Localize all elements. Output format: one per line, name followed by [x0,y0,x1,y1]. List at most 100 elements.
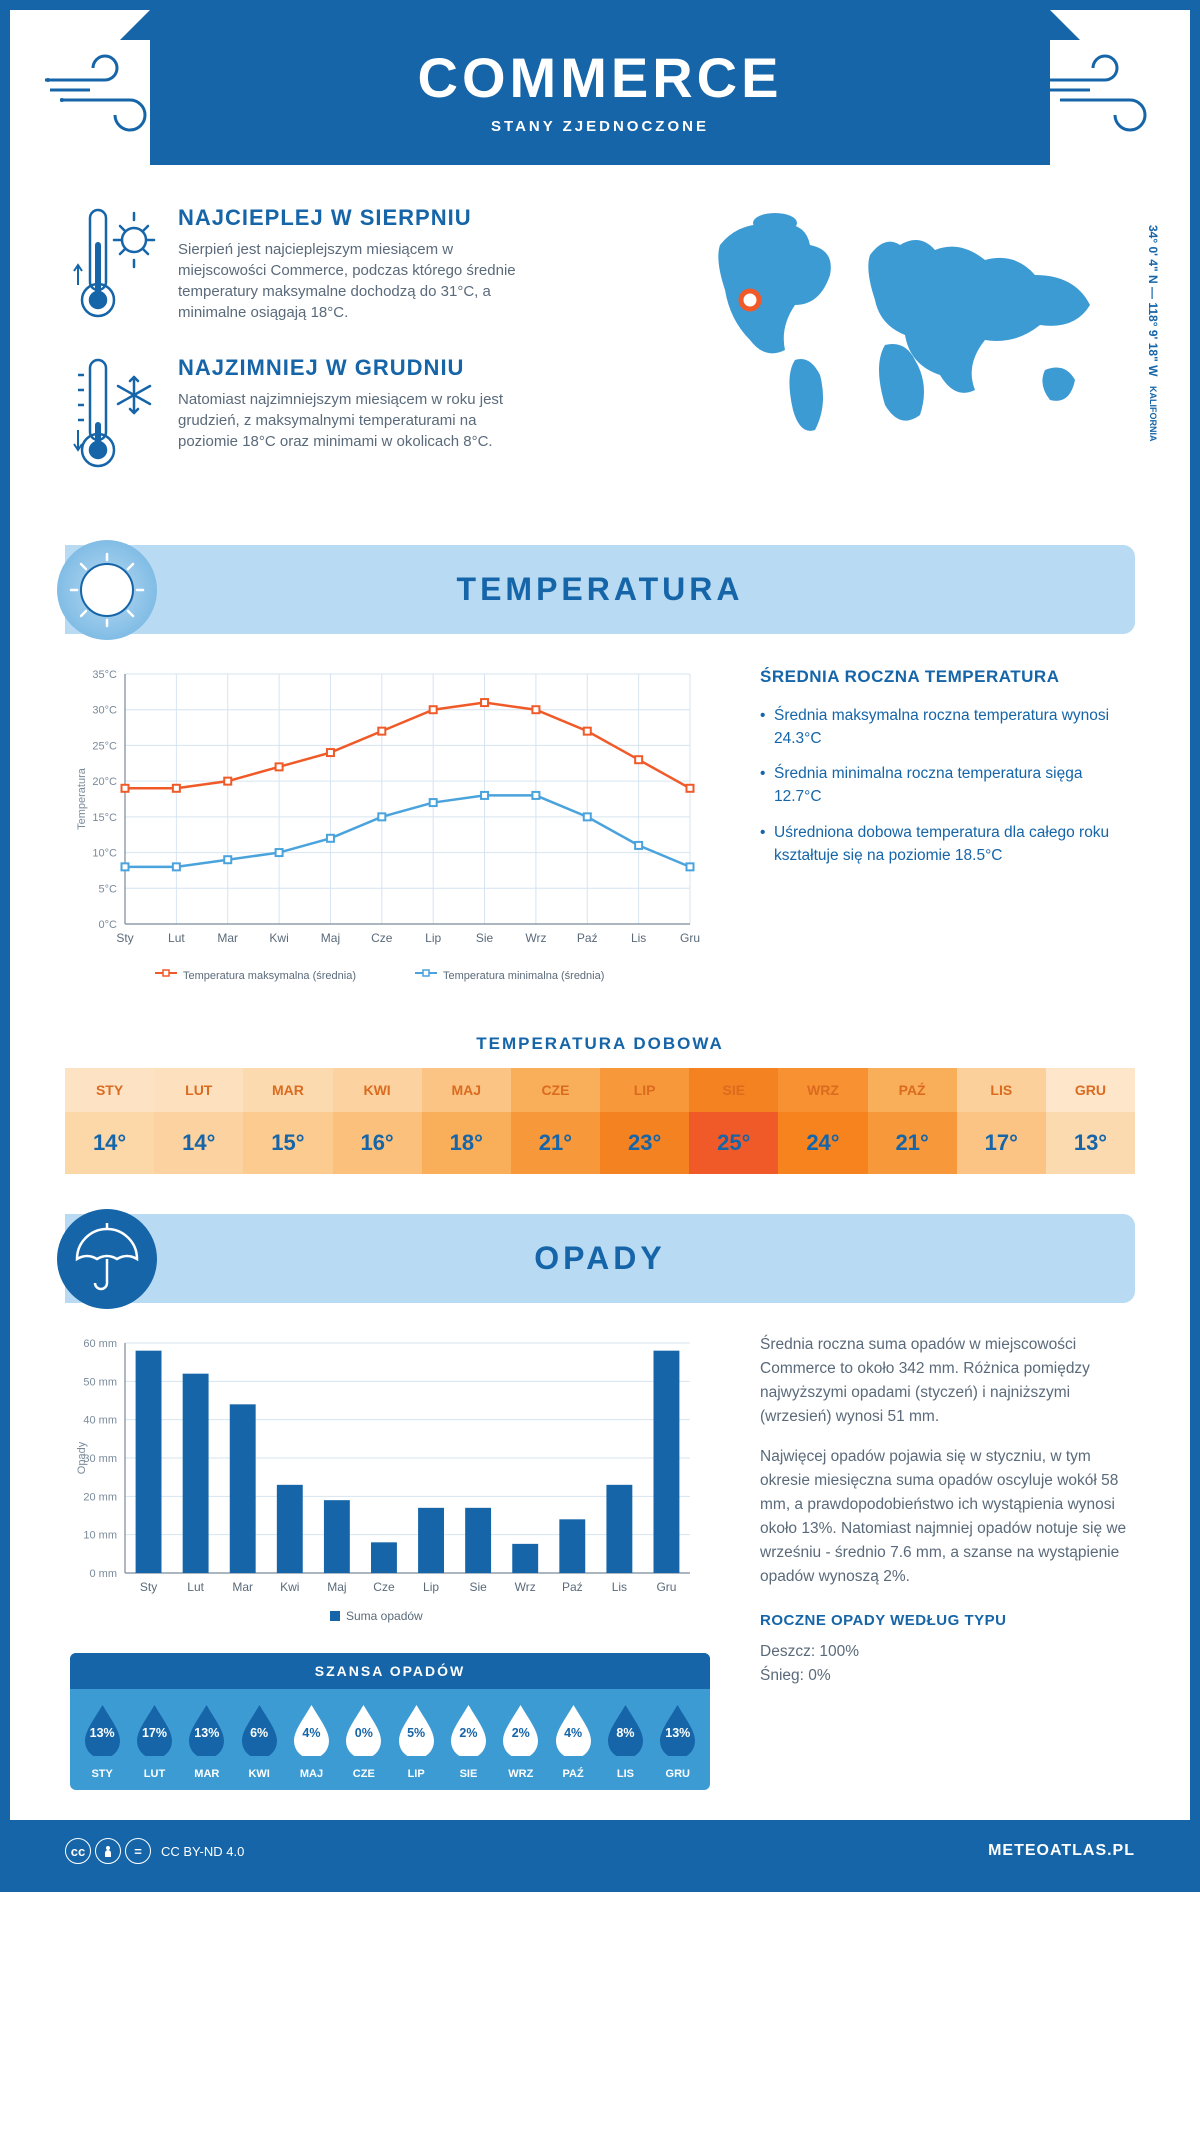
rain-chance-drop: 0% [341,1701,386,1756]
svg-text:Gru: Gru [680,931,700,945]
daily-column: LUT14° [154,1068,243,1174]
svg-text:Temperatura: Temperatura [76,767,88,830]
daily-column: WRZ24° [778,1068,867,1174]
umbrella-icon [57,1209,157,1309]
rain-chance-drop: 8% [603,1701,648,1756]
chance-month-label: LIS [603,1768,648,1780]
svg-text:Kwi: Kwi [269,931,288,945]
rain-paragraph-1: Średnia roczna suma opadów w miejscowośc… [760,1333,1130,1429]
chance-month-label: CZE [341,1768,386,1780]
rain-chance-drop: 2% [498,1701,543,1756]
warmest-block: NAJCIEPLEJ W SIERPNIU Sierpień jest najc… [70,205,650,325]
svg-text:Temperatura minimalna (średnia: Temperatura minimalna (średnia) [443,970,604,982]
svg-text:Kwi: Kwi [280,1580,299,1594]
coldest-text: Natomiast najzimniejszym miesiącem w rok… [178,389,538,452]
svg-text:Lip: Lip [425,931,441,945]
svg-text:Lut: Lut [168,931,185,945]
cc-nd-icon: = [125,1838,151,1864]
svg-text:20 mm: 20 mm [83,1491,117,1503]
svg-text:0°C: 0°C [99,919,118,931]
title-banner: COMMERCE STANY ZJEDNOCZONE [150,10,1050,165]
coldest-block: NAJZIMNIEJ W GRUDNIU Natomiast najzimnie… [70,355,650,475]
rain-type-title: ROCZNE OPADY WEDŁUG TYPU [760,1609,1130,1632]
rain-type-bullet: Deszcz: 100% [760,1640,1130,1664]
daily-column: MAJ18° [422,1068,511,1174]
coldest-title: NAJZIMNIEJ W GRUDNIU [178,355,538,381]
rain-chance-drop: 4% [289,1701,334,1756]
thermometer-cold-icon [70,355,160,475]
daily-column: MAR15° [243,1068,332,1174]
rain-type-bullet: Śnieg: 0% [760,1664,1130,1688]
daily-column: SIE25° [689,1068,778,1174]
svg-text:0 mm: 0 mm [90,1568,118,1580]
rain-chance-drop: 4% [551,1701,596,1756]
svg-text:Lip: Lip [423,1580,439,1594]
svg-text:Lis: Lis [612,1580,627,1594]
temp-bullet: Średnia minimalna roczna temperatura się… [760,762,1130,809]
svg-text:Sty: Sty [140,1580,157,1594]
daily-column: GRU13° [1046,1068,1135,1174]
svg-text:Maj: Maj [327,1580,346,1594]
svg-text:20°C: 20°C [92,776,117,788]
svg-text:Lut: Lut [187,1580,204,1594]
svg-text:10°C: 10°C [92,848,117,860]
svg-text:Suma opadów: Suma opadów [346,1609,423,1623]
temperature-line-chart: 0°C5°C10°C15°C20°C25°C30°C35°CStyLutMarK… [70,664,710,994]
svg-text:Sie: Sie [469,1580,487,1594]
warmest-title: NAJCIEPLEJ W SIERPNIU [178,205,538,231]
chance-month-label: LIP [394,1768,439,1780]
wind-decoration-icon [1040,50,1160,140]
avg-temp-title: ŚREDNIA ROCZNA TEMPERATURA [760,664,1130,690]
thermometer-hot-icon [70,205,160,325]
temp-bullet: Średnia maksymalna roczna temperatura wy… [760,704,1130,751]
svg-text:Paź: Paź [577,931,598,945]
temp-bullet: Uśredniona dobowa temperatura dla całego… [760,821,1130,868]
svg-text:35°C: 35°C [92,669,117,681]
daily-column: LIS17° [957,1068,1046,1174]
daily-temp-title: TEMPERATURA DOBOWA [10,1034,1190,1054]
chance-month-label: KWI [237,1768,282,1780]
license-text: CC BY-ND 4.0 [161,1844,244,1859]
cc-icon: cc [65,1838,91,1864]
chance-month-label: STY [80,1768,125,1780]
svg-text:Lis: Lis [631,931,646,945]
chance-month-label: MAJ [289,1768,334,1780]
chance-month-label: MAR [184,1768,229,1780]
daily-column: KWI16° [333,1068,422,1174]
svg-text:50 mm: 50 mm [83,1376,117,1388]
rain-chance-drop: 6% [237,1701,282,1756]
rain-chance-drop: 13% [80,1701,125,1756]
daily-column: STY14° [65,1068,154,1174]
chance-month-label: PAŹ [551,1768,596,1780]
svg-text:Temperatura maksymalna (średni: Temperatura maksymalna (średnia) [183,970,356,982]
footer: cc = CC BY-ND 4.0 METEOATLAS.PL [10,1820,1190,1882]
wind-decoration-icon [40,50,160,140]
svg-text:Maj: Maj [321,931,340,945]
rain-chance-table: SZANSA OPADÓW 13%17%13%6%4%0%5%2%2%4%8%1… [70,1653,710,1790]
world-map: 34° 0' 4" N — 118° 9' 18" W KALIFORNIA [690,205,1130,505]
svg-text:Cze: Cze [371,931,393,945]
svg-text:Wrz: Wrz [525,931,546,945]
svg-text:Opady: Opady [76,1441,88,1474]
svg-text:Paź: Paź [562,1580,583,1594]
daily-column: LIP23° [600,1068,689,1174]
svg-text:15°C: 15°C [92,812,117,824]
svg-text:25°C: 25°C [92,740,117,752]
svg-text:Gru: Gru [656,1580,676,1594]
sun-icon [57,540,157,640]
coordinates: 34° 0' 4" N — 118° 9' 18" W [1146,225,1160,376]
chance-month-label: WRZ [498,1768,543,1780]
svg-text:Sie: Sie [476,931,494,945]
svg-text:Wrz: Wrz [515,1580,536,1594]
svg-text:10 mm: 10 mm [83,1530,117,1542]
chance-month-label: SIE [446,1768,491,1780]
cc-by-icon [95,1838,121,1864]
svg-text:30°C: 30°C [92,705,117,717]
temperature-section-header: TEMPERATURA [65,545,1135,634]
svg-text:60 mm: 60 mm [83,1338,117,1350]
daily-column: PAŹ21° [868,1068,957,1174]
svg-text:40 mm: 40 mm [83,1415,117,1427]
svg-text:Mar: Mar [217,931,238,945]
rain-chance-drop: 17% [132,1701,177,1756]
precipitation-section-header: OPADY [65,1214,1135,1303]
